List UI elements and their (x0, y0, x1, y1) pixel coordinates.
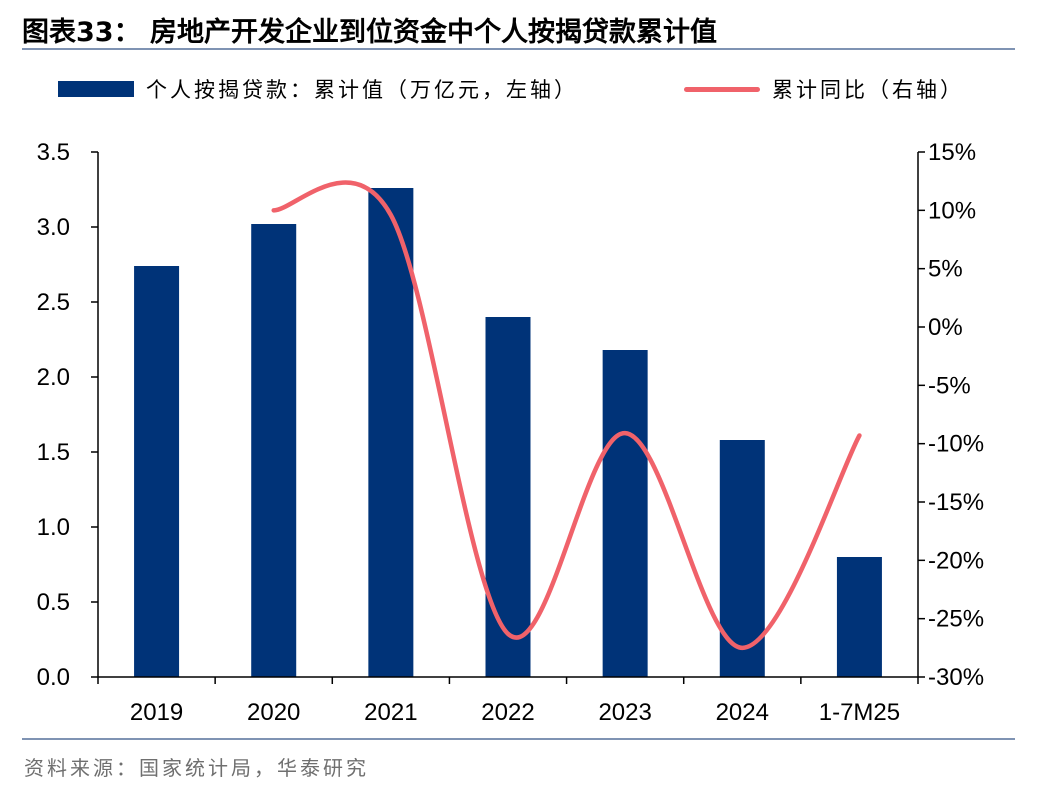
yoy-line (271, 180, 862, 651)
left-tick-label: 1.0 (37, 514, 70, 541)
right-tick-label: -10% (928, 431, 984, 458)
source-divider (22, 738, 1015, 740)
right-tick-label: 5% (928, 256, 963, 283)
left-tick-label: 3.0 (37, 214, 70, 241)
right-tick-label: 15% (928, 139, 976, 166)
bar-2019 (134, 266, 180, 677)
x-tick-label: 2024 (716, 699, 769, 726)
right-tick-label: -20% (928, 547, 984, 574)
chart-title: 图表33： 房地产开发企业到位资金中个人按揭贷款累计值 (22, 17, 717, 48)
legend-label-bar: 个人按揭贷款：累计值（万亿元，左轴） (146, 78, 578, 102)
bar-2022 (485, 317, 531, 677)
x-tick-label: 2021 (364, 699, 417, 726)
x-tick-label: 1-7M25 (819, 699, 900, 726)
right-tick-label: -5% (928, 372, 971, 399)
bar-1-7M25 (836, 557, 882, 677)
left-tick-label: 0.0 (37, 664, 70, 691)
left-tick-label: 0.5 (37, 589, 70, 616)
bar-2020 (251, 224, 297, 677)
right-tick-label: 0% (928, 314, 963, 341)
right-tick-label: 10% (928, 197, 976, 224)
right-tick-label: -25% (928, 606, 984, 633)
x-tick-label: 2022 (481, 699, 534, 726)
left-tick-label: 2.5 (37, 289, 70, 316)
left-tick-label: 3.5 (37, 139, 70, 166)
left-tick-label: 1.5 (37, 439, 70, 466)
x-tick-label: 2019 (130, 699, 183, 726)
source-note: 资料来源：国家统计局，华泰研究 (24, 756, 369, 780)
x-tick-label: 2023 (598, 699, 651, 726)
left-tick-label: 2.0 (37, 364, 70, 391)
legend-swatch-line (684, 87, 760, 92)
legend-label-line: 累计同比（右轴） (772, 78, 964, 102)
title-divider (22, 48, 1015, 50)
x-tick-label: 2020 (247, 699, 300, 726)
right-tick-label: -15% (928, 489, 984, 516)
right-tick-label: -30% (928, 664, 984, 691)
bar-2023 (602, 350, 648, 677)
bar-2021 (368, 188, 414, 677)
legend-swatch-bar (58, 81, 134, 97)
